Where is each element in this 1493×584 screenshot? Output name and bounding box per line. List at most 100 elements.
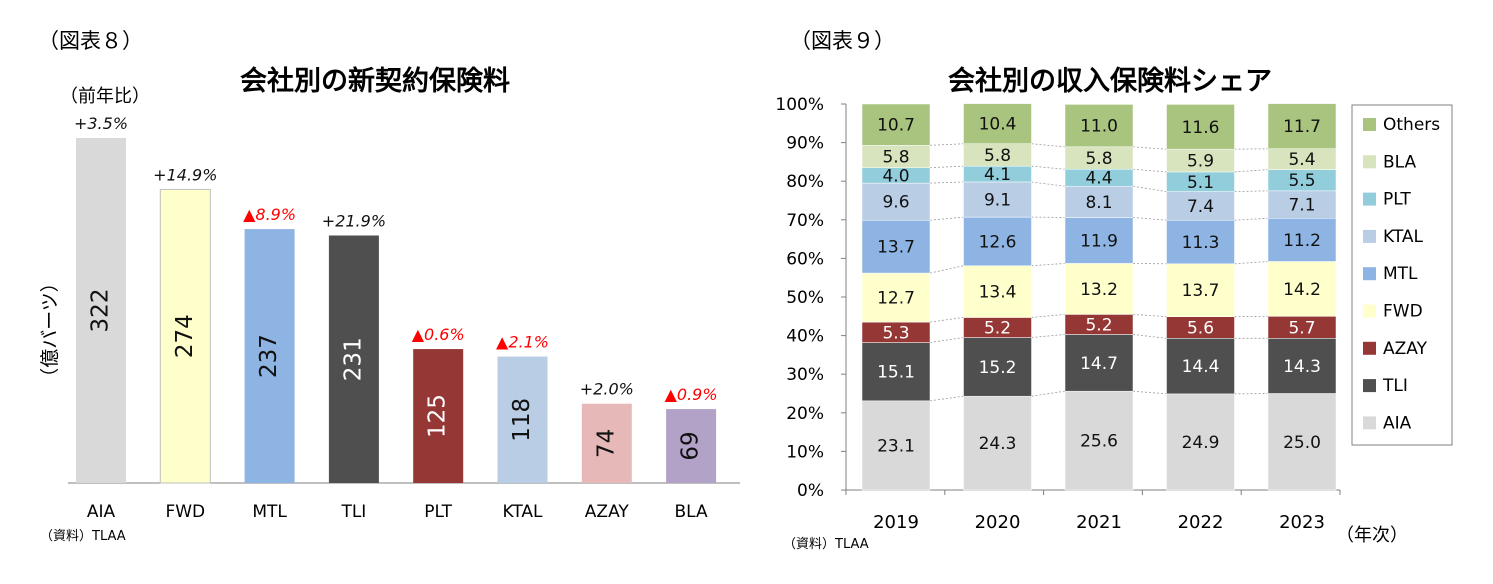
- segment-value-label: 5.1: [1187, 173, 1214, 193]
- y-tick-label: 20%: [786, 404, 824, 424]
- series-connector: [930, 338, 964, 343]
- segment-value-label: 5.4: [1288, 150, 1315, 170]
- series-connector: [930, 166, 964, 168]
- figure-9-label: （図表９）: [790, 29, 895, 53]
- series-connector: [1032, 334, 1066, 337]
- category-label: FWD: [165, 502, 205, 522]
- segment-value-label: 25.6: [1080, 432, 1118, 452]
- legend-swatch-azay: [1363, 342, 1376, 355]
- legend-label: TLI: [1382, 376, 1408, 396]
- series-connector: [1235, 218, 1269, 220]
- growth-label: +3.5%: [74, 114, 128, 133]
- series-connector: [1133, 334, 1167, 338]
- year-label: 2022: [1178, 512, 1224, 533]
- segment-value-label: 13.7: [1182, 281, 1220, 301]
- legend-label: PLT: [1383, 190, 1411, 210]
- segment-value-label: 4.0: [882, 166, 909, 186]
- segment-value-label: 5.8: [1085, 149, 1112, 169]
- segment-value-label: 13.2: [1080, 280, 1118, 300]
- legend-swatch-mtl: [1363, 267, 1376, 280]
- growth-header: （前年比）: [60, 86, 150, 107]
- category-label: TLI: [340, 502, 366, 522]
- segment-value-label: 7.4: [1187, 197, 1214, 217]
- segment-value-label: 5.7: [1288, 318, 1315, 338]
- figure-9-title: 会社別の収入保険料シェア: [948, 65, 1272, 97]
- segment-value-label: 12.7: [877, 289, 915, 309]
- y-tick-label: 90%: [786, 134, 824, 154]
- segment-value-label: 10.4: [979, 115, 1017, 135]
- legend-swatch-aia: [1363, 416, 1376, 429]
- series-connector: [1133, 391, 1167, 394]
- legend-label: AIA: [1383, 413, 1412, 433]
- year-label: 2019: [873, 512, 919, 533]
- legend-swatch-fwd: [1363, 305, 1376, 318]
- segment-value-label: 5.8: [984, 146, 1011, 166]
- segment-value-label: 23.1: [877, 436, 915, 456]
- bar-value-label: 125: [425, 394, 451, 438]
- segment-value-label: 12.6: [979, 232, 1017, 252]
- segment-value-label: 11.9: [1080, 231, 1118, 251]
- segment-value-label: 14.3: [1283, 357, 1321, 377]
- segment-value-label: 24.9: [1182, 433, 1220, 453]
- bar-value-label: 118: [509, 398, 535, 442]
- segment-value-label: 13.7: [877, 238, 915, 258]
- series-connector: [1032, 314, 1066, 317]
- y-tick-label: 60%: [786, 249, 824, 269]
- segment-value-label: 5.2: [1085, 315, 1112, 335]
- figure-8-label: （図表８）: [38, 29, 143, 53]
- bar-value-label: 69: [678, 431, 704, 460]
- segment-value-label: 8.1: [1085, 193, 1112, 213]
- series-connector: [1235, 261, 1269, 263]
- series-connector: [1133, 314, 1167, 316]
- segment-value-label: 11.7: [1283, 117, 1321, 137]
- segment-value-label: 14.2: [1283, 280, 1321, 300]
- segment-value-label: 9.6: [882, 193, 909, 213]
- growth-label: ▲0.9%: [665, 385, 718, 404]
- bar-value-label: 237: [256, 334, 282, 378]
- year-label: 2020: [975, 512, 1021, 533]
- growth-label: ▲0.6%: [412, 325, 465, 344]
- series-connector: [1235, 170, 1269, 172]
- growth-label: +21.9%: [322, 212, 386, 231]
- series-connector: [930, 182, 964, 183]
- series-connector: [1032, 144, 1066, 147]
- series-connector: [1133, 147, 1167, 149]
- segment-value-label: 14.4: [1182, 357, 1220, 377]
- segment-value-label: 5.3: [882, 323, 909, 343]
- segment-value-label: 15.2: [979, 358, 1017, 378]
- category-label: PLT: [424, 502, 452, 522]
- segment-value-label: 5.2: [984, 318, 1011, 338]
- growth-label: +14.9%: [153, 165, 217, 184]
- segment-value-label: 15.1: [877, 363, 915, 383]
- legend-label: KTAL: [1383, 227, 1424, 247]
- series-connector: [1032, 263, 1066, 265]
- growth-label: ▲2.1%: [496, 333, 549, 352]
- bar-value-label: 74: [593, 429, 619, 458]
- segment-value-label: 5.9: [1187, 152, 1214, 172]
- category-label: AZAY: [585, 502, 630, 522]
- y-tick-label: 0%: [797, 481, 824, 501]
- segment-value-label: 7.1: [1288, 196, 1315, 216]
- figure-9: （図表９） 会社別の収入保険料シェア （年次） （資料）TLAA 0%10%20…: [775, 29, 1452, 552]
- figure-9-plot: 0%10%20%30%40%50%60%70%80%90%100%23.115.…: [775, 95, 1340, 533]
- category-label: AIA: [87, 502, 116, 522]
- series-connector: [1133, 217, 1167, 220]
- growth-label: ▲8.9%: [243, 205, 296, 224]
- legend-swatch-tli: [1363, 379, 1376, 392]
- y-tick-label: 10%: [786, 442, 824, 462]
- segment-value-label: 9.1: [984, 191, 1011, 211]
- bar-value-label: 322: [88, 289, 114, 333]
- series-connector: [1032, 166, 1066, 169]
- legend-label: AZAY: [1383, 339, 1428, 359]
- y-tick-label: 50%: [786, 288, 824, 308]
- figure-8-source: （資料）TLAA: [40, 529, 126, 544]
- segment-value-label: 5.6: [1187, 318, 1214, 338]
- segment-value-label: 4.1: [984, 165, 1011, 185]
- segment-value-label: 11.6: [1182, 118, 1220, 138]
- series-connector: [930, 396, 964, 401]
- bar-value-label: 274: [172, 314, 198, 358]
- segment-value-label: 4.4: [1085, 169, 1112, 189]
- segment-value-label: 11.0: [1080, 117, 1118, 137]
- series-connector: [930, 217, 964, 220]
